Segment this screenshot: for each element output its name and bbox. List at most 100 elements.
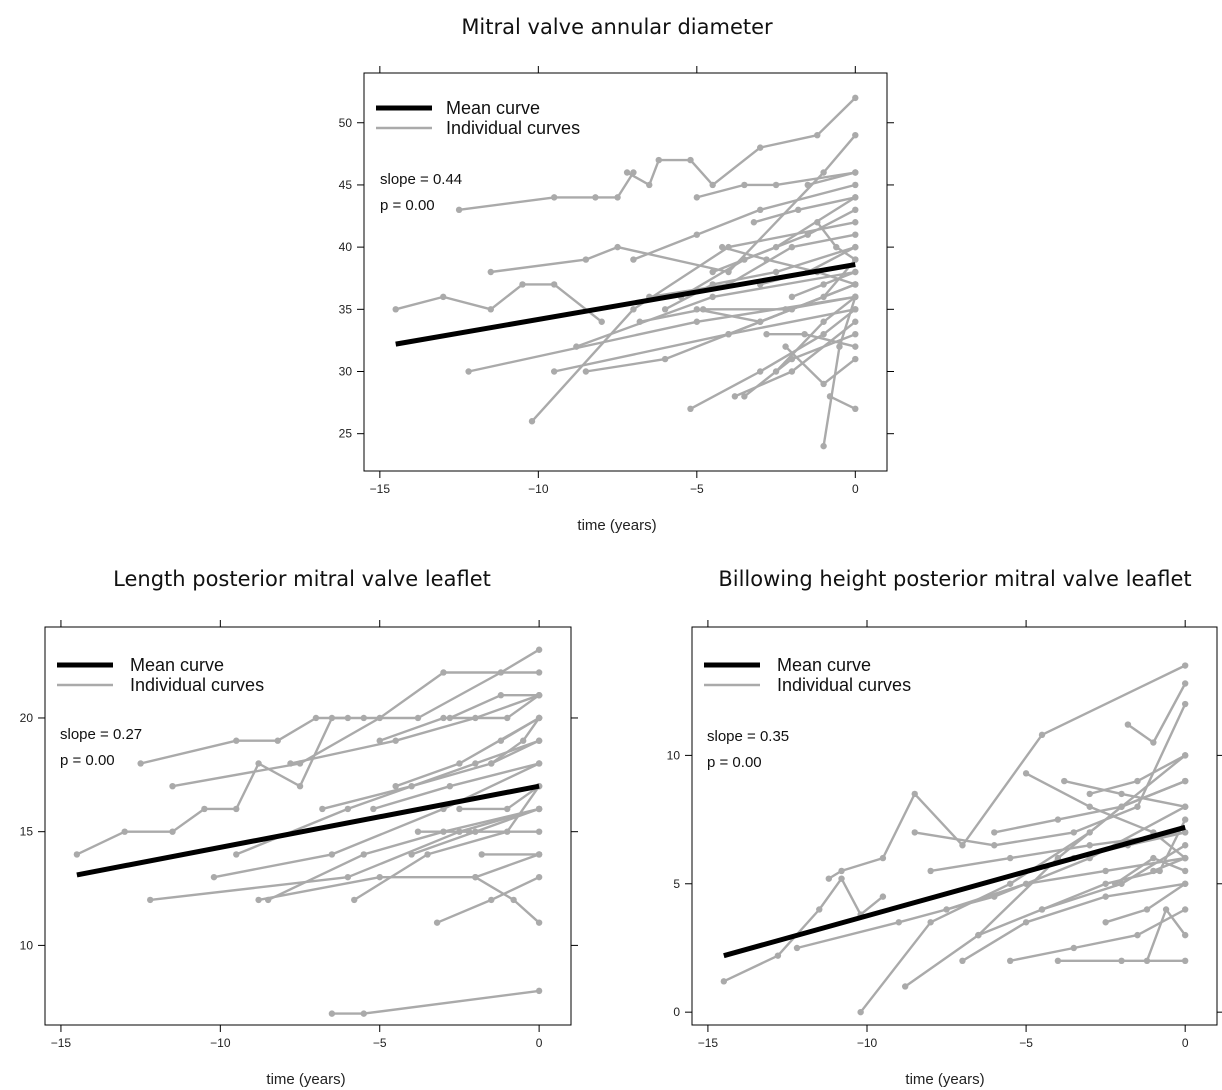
individual-curve: [258, 853, 540, 902]
individual-point: [614, 194, 621, 201]
individual-point: [1181, 829, 1189, 836]
individual-point: [991, 842, 998, 849]
individual-point: [598, 318, 605, 325]
individual-point: [804, 181, 811, 189]
individual-point: [852, 131, 859, 139]
individual-point: [1070, 944, 1078, 952]
individual-point: [709, 281, 716, 288]
slope-annotation: slope = 0.44: [380, 171, 462, 188]
individual-point: [741, 393, 748, 400]
individual-point: [1118, 957, 1125, 965]
individual-point: [472, 873, 479, 881]
individual-point: [255, 896, 262, 904]
individual-point: [757, 368, 764, 375]
individual-point: [852, 169, 859, 176]
individual-point: [1150, 854, 1157, 862]
individual-point: [804, 231, 811, 238]
x-tick-label: −10: [528, 482, 549, 496]
x-tick-label: −15: [51, 1036, 72, 1050]
individual-point: [414, 828, 422, 835]
x-tick-label: −10: [857, 1036, 878, 1050]
y-tick-label: 0: [673, 1005, 680, 1019]
chart-title: Mitral valve annular diameter: [461, 15, 773, 39]
individual-point: [446, 714, 454, 722]
individual-point: [820, 442, 827, 450]
y-tick-label: 10: [667, 748, 681, 762]
individual-point: [852, 206, 859, 214]
individual-curve: [994, 779, 1186, 834]
individual-point: [623, 169, 631, 176]
individual-point: [1006, 854, 1014, 862]
individual-curve: [1025, 772, 1186, 860]
individual-point: [535, 714, 543, 722]
individual-point: [801, 330, 808, 338]
individual-point: [344, 805, 352, 813]
individual-curve: [322, 739, 540, 811]
individual-point: [440, 714, 447, 722]
plot-frame: [44, 626, 572, 1026]
individual-point: [636, 318, 643, 325]
individual-point: [852, 194, 859, 201]
individual-point: [838, 867, 845, 875]
individual-point: [472, 760, 479, 767]
individual-point: [820, 380, 827, 388]
individual-curve: [1152, 856, 1186, 873]
individual-point: [1181, 752, 1189, 759]
individual-point: [852, 306, 859, 313]
x-tick-label: −5: [1019, 1036, 1033, 1050]
individual-point: [852, 256, 859, 263]
individual-point: [852, 405, 859, 413]
individual-curve: [267, 807, 540, 901]
individual-point: [630, 256, 637, 263]
individual-point: [820, 318, 827, 325]
individual-point: [1181, 957, 1189, 965]
individual-point: [535, 851, 543, 858]
individual-point: [1006, 880, 1014, 887]
individual-point: [720, 978, 728, 985]
individual-point: [630, 306, 637, 313]
mean-curve: [723, 824, 1186, 959]
individual-point: [1086, 842, 1093, 849]
individual-point: [287, 760, 294, 767]
individual-point: [661, 306, 669, 313]
legend-individual-label: Individual curves: [130, 675, 264, 695]
individual-point: [504, 714, 511, 722]
individual-point: [895, 919, 903, 926]
x-axis-label: time (years): [577, 517, 656, 534]
individual-point: [1181, 680, 1189, 687]
individual-point: [852, 343, 859, 350]
individual-curve: [977, 844, 1186, 937]
individual-point: [709, 268, 716, 276]
y-tick-label: 5: [673, 877, 680, 891]
individual-point: [838, 875, 845, 882]
y-tick-label: 25: [339, 427, 353, 441]
individual-curve: [140, 648, 540, 765]
individual-point: [1070, 829, 1078, 836]
legend-mean-label: Mean curve: [777, 655, 871, 675]
individual-point: [519, 281, 526, 288]
individual-point: [497, 692, 505, 699]
individual-point: [793, 944, 801, 952]
y-tick-label: 50: [339, 116, 353, 130]
individual-point: [344, 873, 352, 881]
individual-point: [465, 368, 472, 375]
individual-curve: [626, 97, 857, 187]
individual-curve: [490, 134, 857, 274]
individual-point: [693, 194, 701, 201]
individual-point: [693, 231, 701, 238]
x-tick-label: −15: [698, 1036, 719, 1050]
x-tick-label: −15: [370, 482, 391, 496]
individual-point: [73, 851, 81, 858]
y-tick-label: 10: [20, 938, 34, 952]
individual-point: [582, 256, 590, 263]
individual-point: [1061, 777, 1068, 785]
individual-point: [440, 293, 447, 301]
individual-curve: [379, 694, 540, 742]
individual-curve: [807, 171, 856, 187]
x-tick-label: −5: [690, 482, 704, 496]
individual-point: [852, 330, 859, 338]
individual-point: [1102, 919, 1109, 926]
x-axis-label: time (years): [266, 1071, 345, 1088]
individual-point: [991, 829, 998, 836]
individual-point: [757, 144, 764, 151]
